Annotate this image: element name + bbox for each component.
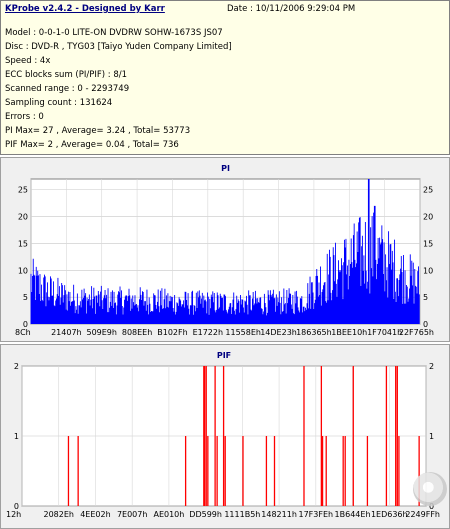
y-tick-label-right: 20 xyxy=(423,213,433,222)
range-line: Scanned range : 0 - 2293749 xyxy=(5,84,130,94)
y-tick-label-left: 0 xyxy=(23,320,28,329)
pi-chart: PI 0 0 5 5 10 10 15 15 20 20 25 25 8Ch 21407h 509E9h 808… xyxy=(15,164,434,337)
disc-watermark-icon xyxy=(413,472,447,506)
y-tick-label-right: 1 xyxy=(429,432,434,441)
x-tick-label: 22F765h xyxy=(399,328,434,337)
app-title: KProbe v2.4.2 - Designed by Karr xyxy=(5,4,165,14)
x-tick-label: 808EEh xyxy=(122,328,152,337)
disc-line: Disc : DVD-R , TYG03 [Taiyo Yuden Compan… xyxy=(5,42,232,52)
y-tick-label-left: 10 xyxy=(18,266,28,275)
x-tick-label: 14DE23h xyxy=(260,328,297,337)
x-tick-label: 1B644Eh xyxy=(335,510,371,519)
y-tick-label-right: 25 xyxy=(423,186,433,195)
x-tick-label: AE010h xyxy=(153,510,184,519)
x-tick-label: 148211h xyxy=(261,510,297,519)
y-tick-label-right: 0 xyxy=(429,502,434,511)
x-tick-label: 2249FFh xyxy=(405,510,440,519)
pi-series-bars xyxy=(30,179,420,324)
x-tick-label: 1ED636h xyxy=(371,510,408,519)
y-tick-label-left: 1 xyxy=(14,432,19,441)
pi-chart-panel: PI 0 0 5 5 10 10 15 15 20 20 25 25 8Ch 21407h 509E9h 808… xyxy=(0,157,450,342)
y-tick-label-left: 15 xyxy=(18,239,28,248)
y-tick-label-left: 0 xyxy=(14,502,19,511)
pif-summary-line: PIF Max= 2 , Average= 0.04 , Total= 736 xyxy=(5,140,179,150)
sampling-line: Sampling count : 131624 xyxy=(5,98,113,108)
pif-chart-panel: PIF 0 0 1 1 2 2 12h 2082Eh 4EE02h 7E007h AE010h DD59… xyxy=(0,344,450,529)
x-tick-label: 2082Eh xyxy=(43,510,73,519)
x-tick-label: 1111B5h xyxy=(224,510,260,519)
y-tick-label-right: 15 xyxy=(423,239,433,248)
x-tick-label: 8Ch xyxy=(15,328,31,337)
x-tick-label: 11558Eh xyxy=(225,328,261,337)
x-tick-label: DD599h xyxy=(189,510,222,519)
y-tick-label-left: 2 xyxy=(14,362,19,371)
x-tick-label: 7E007h xyxy=(117,510,147,519)
model-line: Model : 0-0-1-0 LITE-ON DVDRW SOHW-1673S… xyxy=(5,28,223,38)
y-tick-label-right: 0 xyxy=(423,320,428,329)
x-tick-label: 186365h xyxy=(296,328,332,337)
y-tick-label-left: 5 xyxy=(23,293,28,302)
y-tick-label-right: 10 xyxy=(423,266,433,275)
errors-line: Errors : 0 xyxy=(5,112,44,122)
pi-summary-line: PI Max= 27 , Average= 3.24 , Total= 5377… xyxy=(5,126,191,136)
chart-title: PIF xyxy=(217,351,231,360)
x-tick-label: 509E9h xyxy=(86,328,116,337)
y-tick-label-right: 2 xyxy=(429,362,434,371)
chart-title: PI xyxy=(221,164,230,173)
x-tick-label: 12h xyxy=(6,510,21,519)
x-tick-label: 4EE02h xyxy=(80,510,110,519)
pif-chart: PIF 0 0 1 1 2 2 12h 2082Eh 4EE02h 7E007h AE010h DD59… xyxy=(6,351,440,519)
info-panel: KProbe v2.4.2 - Designed by Karr Date : … xyxy=(0,0,450,155)
y-tick-label-right: 5 xyxy=(423,293,428,302)
x-tick-label: 17F3FEh xyxy=(299,510,334,519)
x-tick-label: 1F7041h xyxy=(367,328,402,337)
ecc-line: ECC blocks sum (PI/PIF) : 8/1 xyxy=(5,70,128,80)
x-tick-label: 1BEE10h xyxy=(331,328,367,337)
x-tick-label: 21407h xyxy=(51,328,82,337)
y-tick-label-left: 25 xyxy=(18,186,28,195)
speed-line: Speed : 4x xyxy=(5,56,51,66)
x-tick-label: E1722h xyxy=(193,328,223,337)
y-tick-label-left: 20 xyxy=(18,213,28,222)
x-tick-label: B102Fh xyxy=(157,328,187,337)
scan-date: Date : 10/11/2006 9:29:04 PM xyxy=(227,4,356,14)
